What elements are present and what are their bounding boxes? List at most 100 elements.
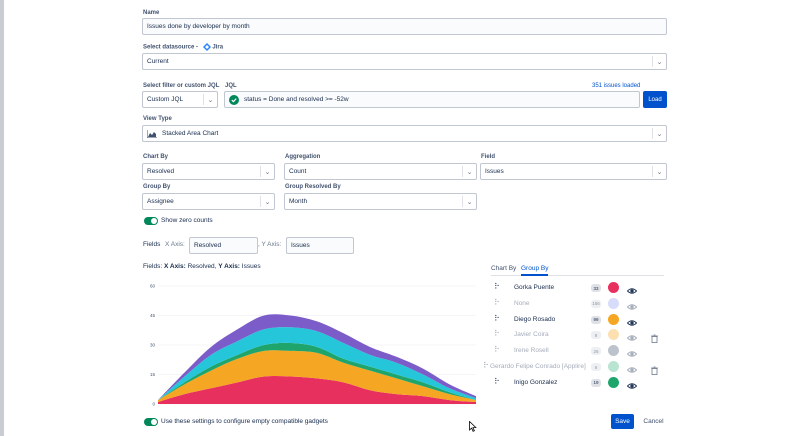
y-tick-label: 0 — [152, 402, 155, 407]
color-swatch[interactable] — [608, 376, 619, 388]
view-type-select[interactable]: Stacked Area Chart ⌄ — [142, 125, 667, 142]
datasource-select[interactable]: Current ⌄ — [142, 53, 667, 70]
color-swatch[interactable] — [608, 282, 619, 293]
legend-item-count: 33 — [591, 284, 601, 292]
visibility-eye-icon[interactable] — [626, 346, 638, 357]
legend-item-name: Gerardo Felipe Conrado [Applire] — [490, 363, 586, 370]
mouse-cursor-icon — [469, 421, 477, 432]
window-left-edge — [0, 0, 4, 436]
trash-icon[interactable] — [650, 362, 659, 375]
cancel-button[interactable]: Cancel — [643, 418, 664, 425]
chevron-down-icon: ⌄ — [652, 56, 666, 67]
drag-handle-icon[interactable]: ⠗ — [494, 282, 500, 291]
tab-group-by[interactable]: Group By — [521, 265, 549, 276]
drag-handle-icon[interactable]: ⠗ — [494, 313, 500, 323]
datasource-label: Select datasource - Jira — [143, 43, 224, 51]
color-swatch[interactable] — [608, 361, 619, 372]
chevron-down-icon: ⌄ — [462, 166, 476, 177]
legend-item[interactable]: ⠗ Diego Rosado 99 — [494, 313, 664, 326]
tab-chart-by[interactable]: Chart By — [491, 265, 517, 272]
legend-item-name: Gorka Puente — [514, 284, 555, 291]
legend-item-name: None — [514, 299, 530, 307]
view-type-label: View Type — [143, 116, 172, 122]
visibility-eye-icon[interactable] — [626, 362, 638, 373]
visibility-eye-icon[interactable] — [626, 299, 638, 310]
legend-item[interactable]: ⠗ Gorka Puente 33 — [494, 282, 664, 294]
color-swatch[interactable] — [608, 345, 619, 357]
group-by-select[interactable]: Assignee ⌄ — [142, 193, 275, 210]
legend-item-name: Irene Rosell — [514, 347, 549, 355]
jql-label: JQL — [225, 83, 237, 89]
area-chart-icon — [147, 129, 157, 138]
visibility-eye-icon[interactable] — [626, 315, 638, 326]
save-button[interactable]: Save — [611, 414, 634, 429]
jql-input[interactable]: status = Done and resolved >= -52w — [224, 91, 640, 108]
group-resolved-select[interactable]: Month ⌄ — [284, 193, 477, 210]
group-resolved-label: Group Resolved By — [285, 184, 341, 190]
x-axis-field[interactable]: Resolved — [189, 237, 258, 254]
chevron-down-icon: ⌄ — [260, 196, 274, 207]
area-series-4[interactable] — [158, 314, 476, 401]
load-button[interactable]: Load — [643, 91, 667, 108]
area-series-0[interactable] — [158, 375, 476, 404]
legend-item-count: 19 — [591, 378, 601, 387]
color-swatch[interactable] — [608, 329, 619, 341]
legend-item-count: 6 — [591, 363, 601, 371]
legend-item[interactable]: ⠗ None 156 — [494, 297, 664, 310]
chevron-down-icon: ⌄ — [462, 196, 476, 207]
jira-icon — [202, 43, 211, 51]
y-axis-label: , Y Axis: — [258, 241, 282, 248]
chevron-down-icon: ⌄ — [203, 94, 217, 105]
legend-item-count: 26 — [591, 347, 601, 356]
y-tick-label: 45 — [150, 313, 156, 318]
drag-handle-icon[interactable]: ⠗ — [494, 345, 500, 355]
x-axis-label: X Axis: — [165, 241, 185, 248]
color-swatch[interactable] — [608, 297, 619, 309]
area-series-3[interactable] — [158, 327, 476, 401]
chevron-down-icon: ⌄ — [652, 128, 666, 139]
fields-label: Fields — [143, 241, 161, 248]
visibility-eye-icon[interactable] — [626, 330, 638, 342]
filter-select[interactable]: Custom JQL ⌄ — [142, 91, 218, 108]
group-by-label: Group By — [143, 184, 171, 190]
y-tick-label: 60 — [150, 284, 156, 289]
legend-item-name: Javier Coira — [514, 331, 549, 339]
field-select[interactable]: Issues ⌄ — [480, 163, 667, 180]
legend-item[interactable]: ⠗ Irene Rosell 26 — [494, 345, 664, 357]
legend-item[interactable]: ⠗ Inigo Gonzalez 19 — [494, 376, 664, 389]
show-zero-toggle[interactable] — [144, 217, 158, 225]
legend-item[interactable]: ⠗ Gerardo Felipe Conrado [Applire] 6 — [483, 361, 664, 375]
drag-handle-icon[interactable]: ⠗ — [494, 297, 500, 307]
chevron-down-icon: ⌄ — [260, 166, 274, 177]
drag-handle-icon[interactable]: ⠗ — [483, 361, 489, 370]
legend-tabs: Chart By Group By — [491, 264, 664, 276]
y-tick-label: 15 — [150, 372, 156, 377]
chart-summary: Fields: X Axis: Resolved, Y Axis: Issues — [143, 263, 261, 270]
aggregation-label: Aggregation — [285, 154, 321, 160]
legend-item-count: 8 — [591, 331, 601, 340]
field-label: Field — [481, 154, 496, 160]
color-swatch[interactable] — [608, 313, 619, 325]
issues-loaded-link[interactable]: 351 issues loaded — [592, 83, 641, 89]
legend-item[interactable]: ⠗ Javier Coira 8 — [494, 329, 664, 344]
y-axis-field[interactable]: Issues — [286, 237, 354, 254]
area-series-2[interactable] — [158, 342, 476, 401]
visibility-eye-icon[interactable] — [626, 283, 638, 294]
check-circle-icon — [229, 94, 239, 105]
chevron-down-icon: ⌄ — [652, 166, 666, 177]
chart-by-label: Chart By — [143, 154, 169, 160]
name-input[interactable]: Issues done by developer by month — [142, 18, 667, 35]
filter-label: Select filter or custom JQL — [143, 83, 220, 89]
aggregation-select[interactable]: Count ⌄ — [284, 163, 477, 180]
drag-handle-icon[interactable]: ⠗ — [494, 329, 500, 339]
visibility-eye-icon[interactable] — [626, 378, 638, 389]
y-tick-label: 30 — [150, 343, 156, 348]
configure-gadgets-toggle[interactable] — [144, 418, 158, 426]
chart-by-select[interactable]: Resolved ⌄ — [142, 163, 275, 180]
area-series-1[interactable] — [158, 350, 476, 403]
legend-item-count: 99 — [591, 315, 601, 324]
trash-icon[interactable] — [650, 330, 659, 344]
configure-gadgets-label: Use these settings to configure empty co… — [161, 418, 328, 425]
drag-handle-icon[interactable]: ⠗ — [494, 376, 500, 386]
legend-item-name: Inigo Gonzalez — [514, 378, 558, 386]
